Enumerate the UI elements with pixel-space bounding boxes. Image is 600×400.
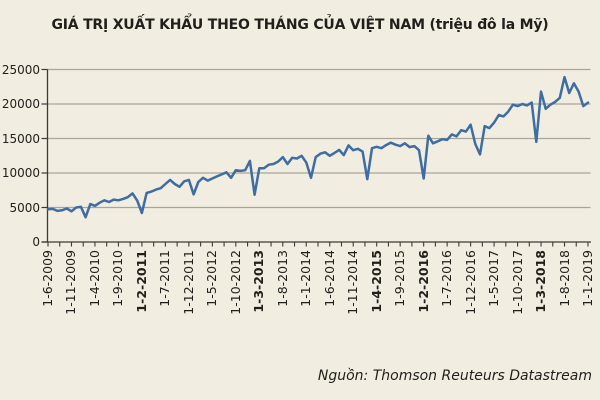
x-axis-tick-label: 1-6-2009 xyxy=(40,250,55,307)
x-axis-tick-label: 1-4-2010 xyxy=(86,250,102,307)
x-axis-tick-label: 1-3-2018 xyxy=(533,250,549,313)
y-axis-tick-label: 15000 xyxy=(1,131,40,146)
x-axis-tick-label: 1-4-2015 xyxy=(368,250,384,313)
x-axis-tick-label: 1-5-2017 xyxy=(486,250,502,307)
y-axis-tick-label: 20000 xyxy=(1,97,40,111)
x-axis-tick-label: 1-7-2011 xyxy=(157,250,173,307)
x-axis-tick-label: 1-11-2014 xyxy=(345,250,361,315)
x-axis-tick-label: 1-2-2016 xyxy=(415,250,431,313)
x-axis-tick-label: 1-5-2012 xyxy=(204,250,220,307)
x-axis-tick-label: 1-3-2013 xyxy=(251,250,267,313)
x-axis-tick-label: 1-7-2016 xyxy=(439,250,455,307)
y-axis-tick-label: 5000 xyxy=(9,200,40,215)
x-axis-tick-label: 1-9-2015 xyxy=(392,250,408,307)
y-axis-tick-label: 10000 xyxy=(1,166,40,180)
x-axis-tick-label: 1-9-2010 xyxy=(110,250,126,307)
x-axis-tick-label: 1-10-2012 xyxy=(227,250,243,315)
x-axis-tick-label: 1-12-2011 xyxy=(180,250,196,315)
x-axis-tick-label: 1-12-2016 xyxy=(462,250,478,315)
x-axis-tick-label: 1-10-2017 xyxy=(509,250,525,315)
chart-title: GIÁ TRỊ XUẤT KHẨU THEO THÁNG CỦA VIỆT NA… xyxy=(51,17,549,33)
x-axis-tick-label: 1-1-2014 xyxy=(298,250,314,307)
x-axis-tick-label: 1-8-2013 xyxy=(274,250,290,307)
y-axis-tick-label: 25000 xyxy=(1,62,40,77)
source-credit: Nguồn: Thomson Reuteurs Datastream xyxy=(317,368,592,384)
export-value-series xyxy=(46,75,590,219)
x-axis-tick-label: 1-6-2014 xyxy=(321,250,337,307)
x-axis-tick-label: 1-8-2018 xyxy=(556,250,572,307)
x-axis-tick-label: 1-2-2011 xyxy=(133,250,149,313)
x-axis-tick-label: 1-11-2009 xyxy=(63,250,79,315)
x-axis-tick-label: 1-1-2019 xyxy=(580,250,595,307)
y-axis-tick-label: 0 xyxy=(32,235,40,249)
